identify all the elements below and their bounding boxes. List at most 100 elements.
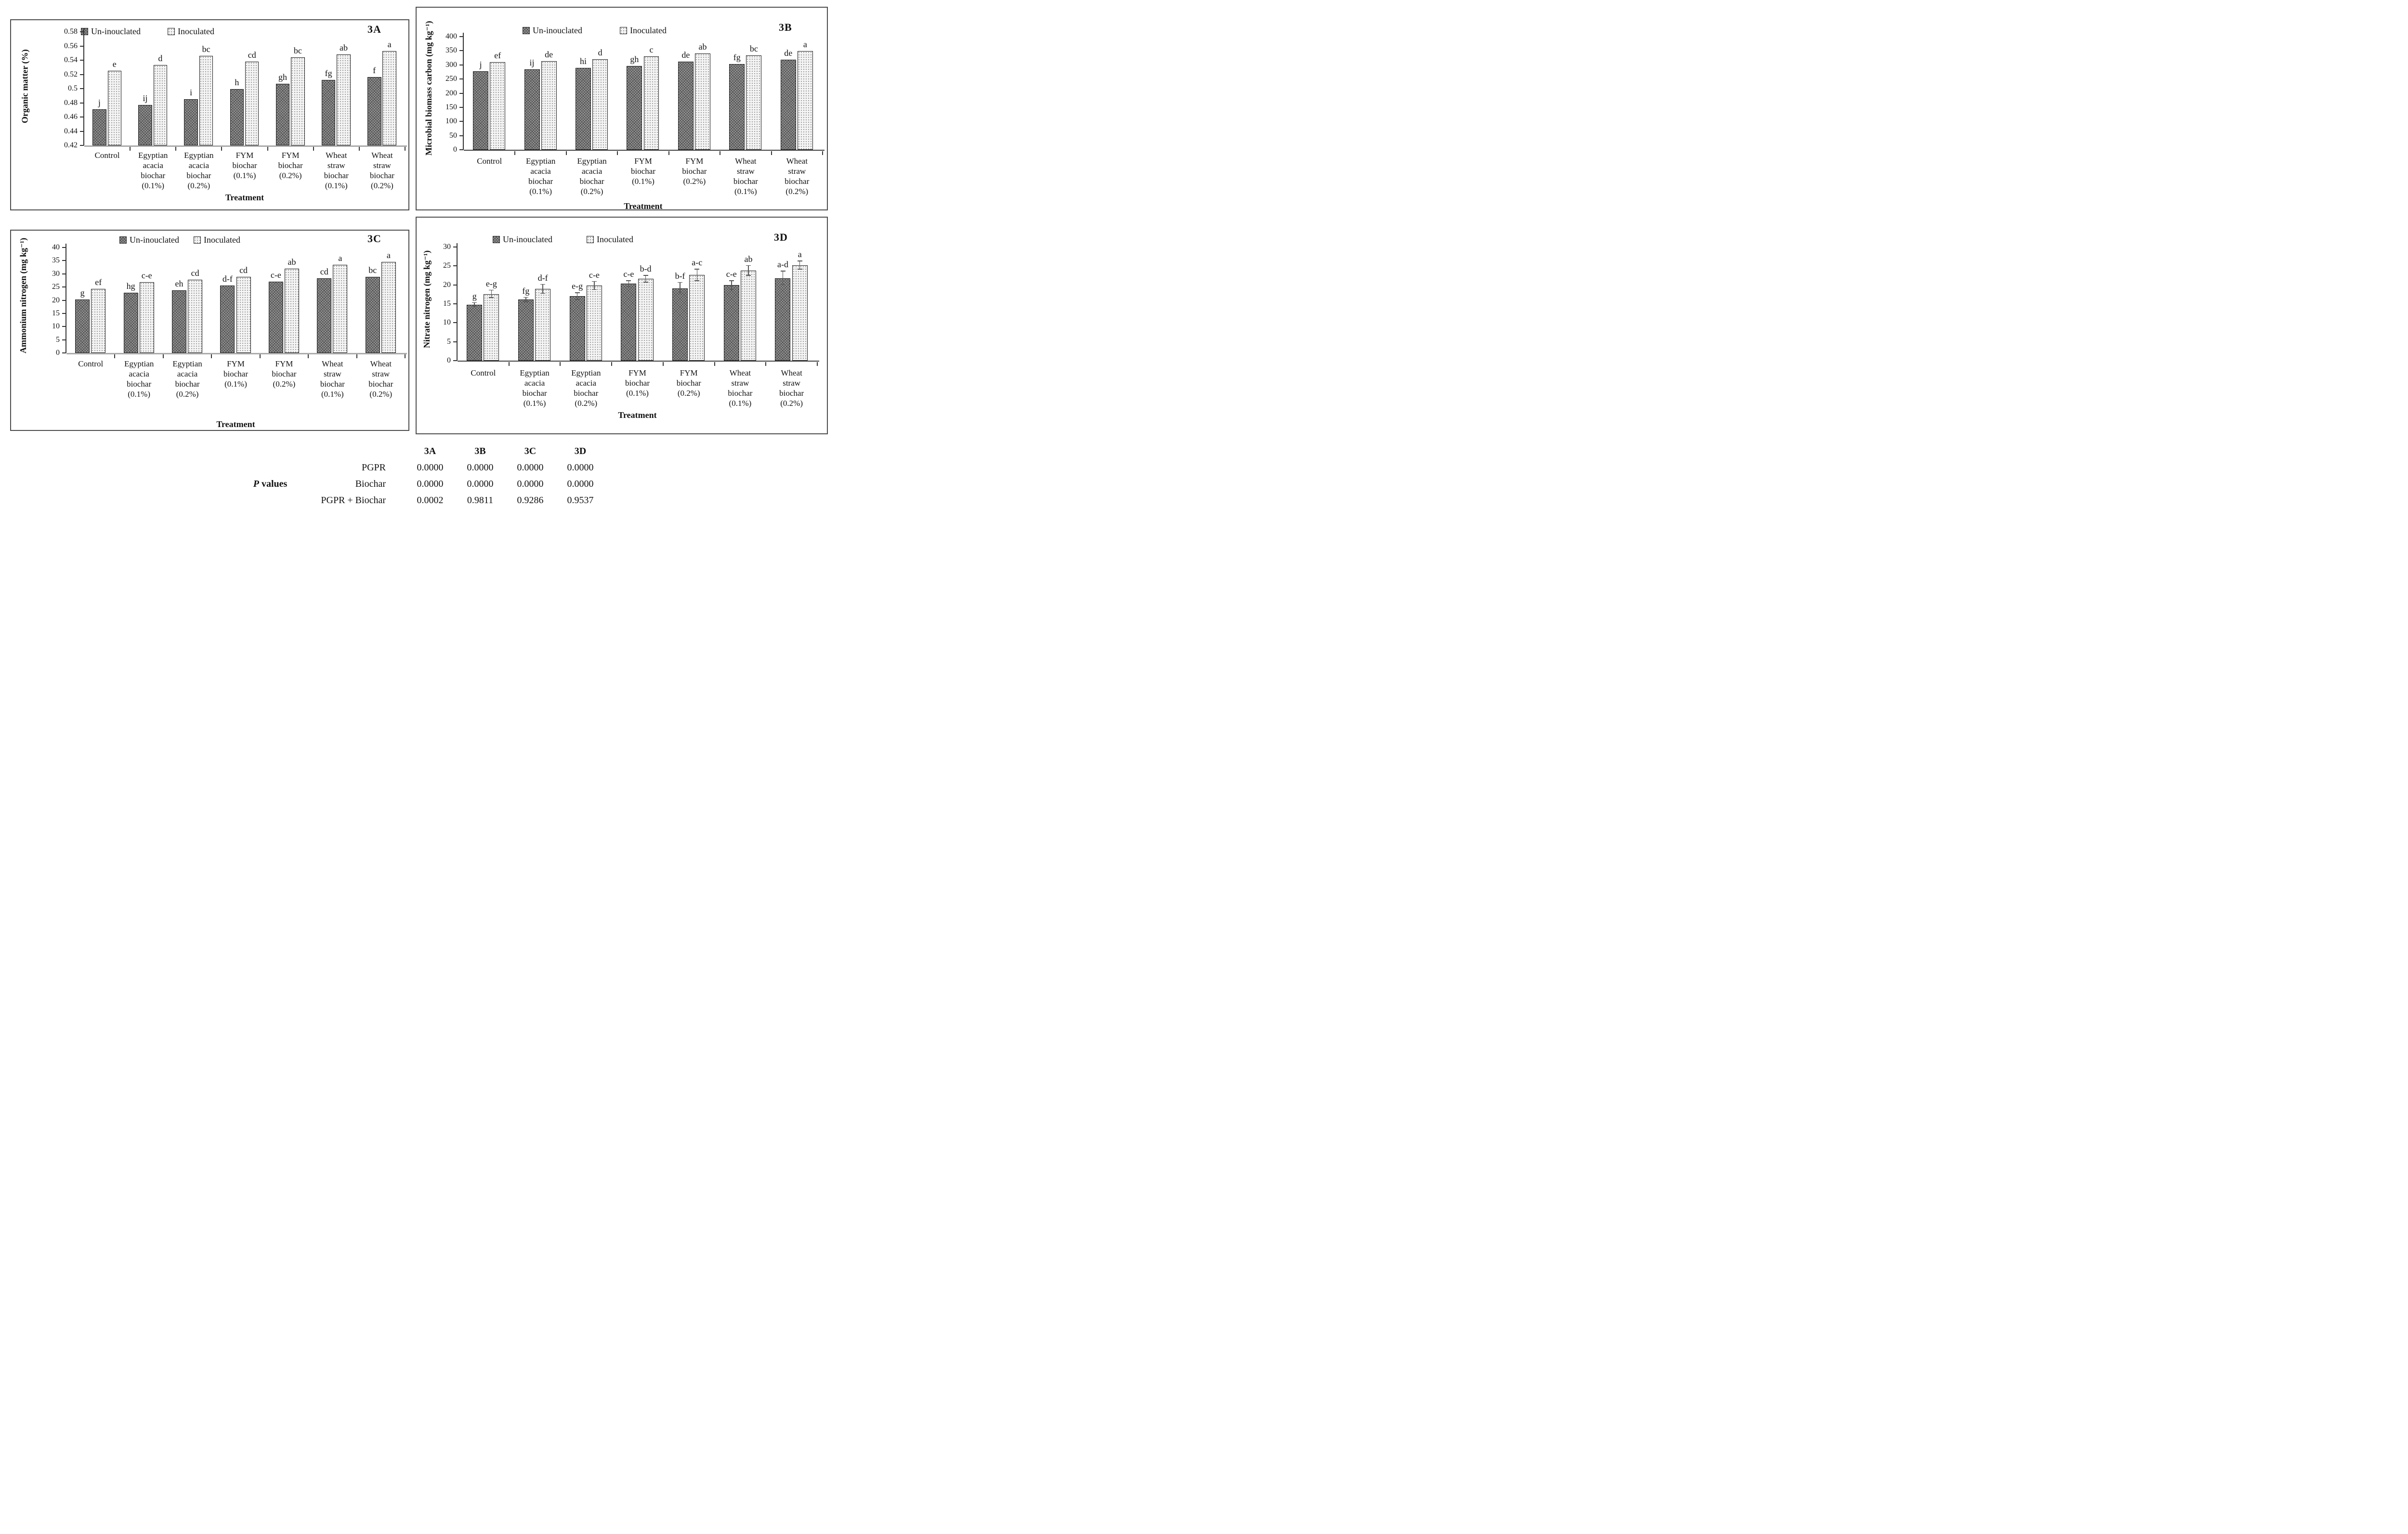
x-category-label: Wheat straw biochar (0.1%) [728,368,753,408]
sig-letter: c-e [589,270,600,280]
panel-code: 3D [774,231,788,243]
bar-uninoculated [723,285,739,361]
bar-inoculated [107,71,122,145]
y-tick-mark [80,60,84,61]
x-tick-mark [565,151,567,155]
sig-letter: c-e [141,271,152,281]
error-bar [680,282,681,294]
bar-inoculated [694,53,710,150]
pvalues-row-label: PGPR [361,462,386,473]
sig-letter: a [338,253,342,263]
sig-letter: ab [288,257,296,267]
error-bar [525,297,526,302]
y-axis-line [65,244,66,353]
chart-panel-3d: Un-inouclated Inoculated 3D Nitrate nitroge… [416,217,828,434]
bar-uninoculated [220,286,235,353]
sig-letter: bc [368,265,377,275]
y-tick-label: 0 [453,145,457,154]
chart-panel-3b: Un-inouclated Inoculated 3B Microbial bioma… [416,7,828,211]
legend-swatch-inoculated [620,26,627,34]
error-bar-cap [626,280,631,281]
y-axis-line [83,28,84,145]
x-category-label: Egyptian acacia biochar (0.2%) [172,359,202,399]
y-tick-label: 250 [445,75,457,83]
bar-uninoculated [92,109,106,145]
legend-item: Un-inouclated [119,234,179,245]
x-category-label: Wheat straw biochar (0.1%) [320,359,345,399]
x-tick-mark [662,362,664,366]
y-tick-label: 20 [52,296,60,304]
y-tick-mark [80,88,84,89]
sig-letter: a [803,39,807,49]
error-bar [696,269,698,281]
y-tick-label: 20 [443,280,451,289]
panel-code: 3C [367,233,381,245]
sig-letter: h [235,78,239,88]
pvalues-row-label: PGPR + Biochar [321,495,386,506]
sig-letter: d [158,53,163,64]
legend-item: Un-inouclated [81,26,141,37]
bar-uninoculated [576,67,591,150]
x-category-label: FYM biochar (0.2%) [272,359,297,389]
bar-uninoculated [321,80,336,145]
y-axis-line [463,33,464,150]
legend-label: Inoculated [178,26,214,36]
x-category-label: Control [477,156,502,166]
error-bar-cap [678,282,683,283]
panel-code: 3B [779,21,792,33]
y-tick-label: 0.58 [64,27,78,36]
pvalue-cell: 0.0000 [567,462,594,473]
sig-letter: fg [522,286,530,296]
y-tick-label: 25 [52,283,60,291]
y-tick-mark [62,326,66,327]
y-tick-mark [62,352,66,353]
bar-uninoculated [518,299,534,361]
y-tick-mark [80,102,84,104]
y-tick-mark [459,78,463,80]
bar-uninoculated [268,282,283,353]
sig-letter: j [98,97,101,107]
x-category-label: Egyptian acacia biochar (0.2%) [571,368,601,408]
bar-inoculated [337,54,351,145]
x-category-label: FYM biochar (0.1%) [223,359,248,389]
error-bar-cap [540,284,546,285]
y-tick-label: 50 [449,131,457,140]
sig-letter: e [112,59,117,69]
pvalues-col-header: 3D [574,446,587,456]
y-tick-label: 0.5 [68,84,78,92]
x-tick-mark [221,147,222,151]
error-bar-cap [626,286,631,287]
legend-label: Un-inouclated [503,234,552,244]
bar-uninoculated [627,65,642,150]
sig-letter: ij [529,58,535,68]
error-bar-cap [694,269,700,270]
x-category-label: Wheat straw biochar (0.1%) [733,156,758,196]
y-axis-label: Organic matter (%) [20,49,30,123]
bar-uninoculated [184,99,198,145]
sig-letter: e-g [572,281,583,291]
sig-letter: hg [126,281,135,291]
bar-uninoculated [467,304,483,361]
y-tick-label: 300 [445,60,457,69]
bar-inoculated [689,275,705,361]
legend-item: Inoculated [620,25,667,36]
y-tick-mark [80,31,84,32]
chart-panel-3c: Un-inouclated Inoculated 3C Ammonium nitrog… [10,230,409,431]
pvalue-cell: 0.0000 [467,479,494,489]
bar-uninoculated [230,89,244,145]
sig-letter: a-c [692,258,703,268]
bar-inoculated [91,288,106,353]
y-tick-mark [80,130,84,132]
error-bar [645,275,646,283]
y-tick-label: 400 [445,32,457,40]
x-tick-mark [356,354,357,358]
error-bar-cap [729,289,734,290]
x-category-label: Egyptian acacia biochar (0.1%) [525,156,556,196]
sig-letter: cd [191,268,199,278]
x-tick-mark [611,362,613,366]
x-tick-mark [130,147,131,151]
x-tick-mark [313,147,314,151]
y-tick-mark [453,322,457,324]
y-tick-mark [62,299,66,301]
x-tick-mark [114,354,116,358]
